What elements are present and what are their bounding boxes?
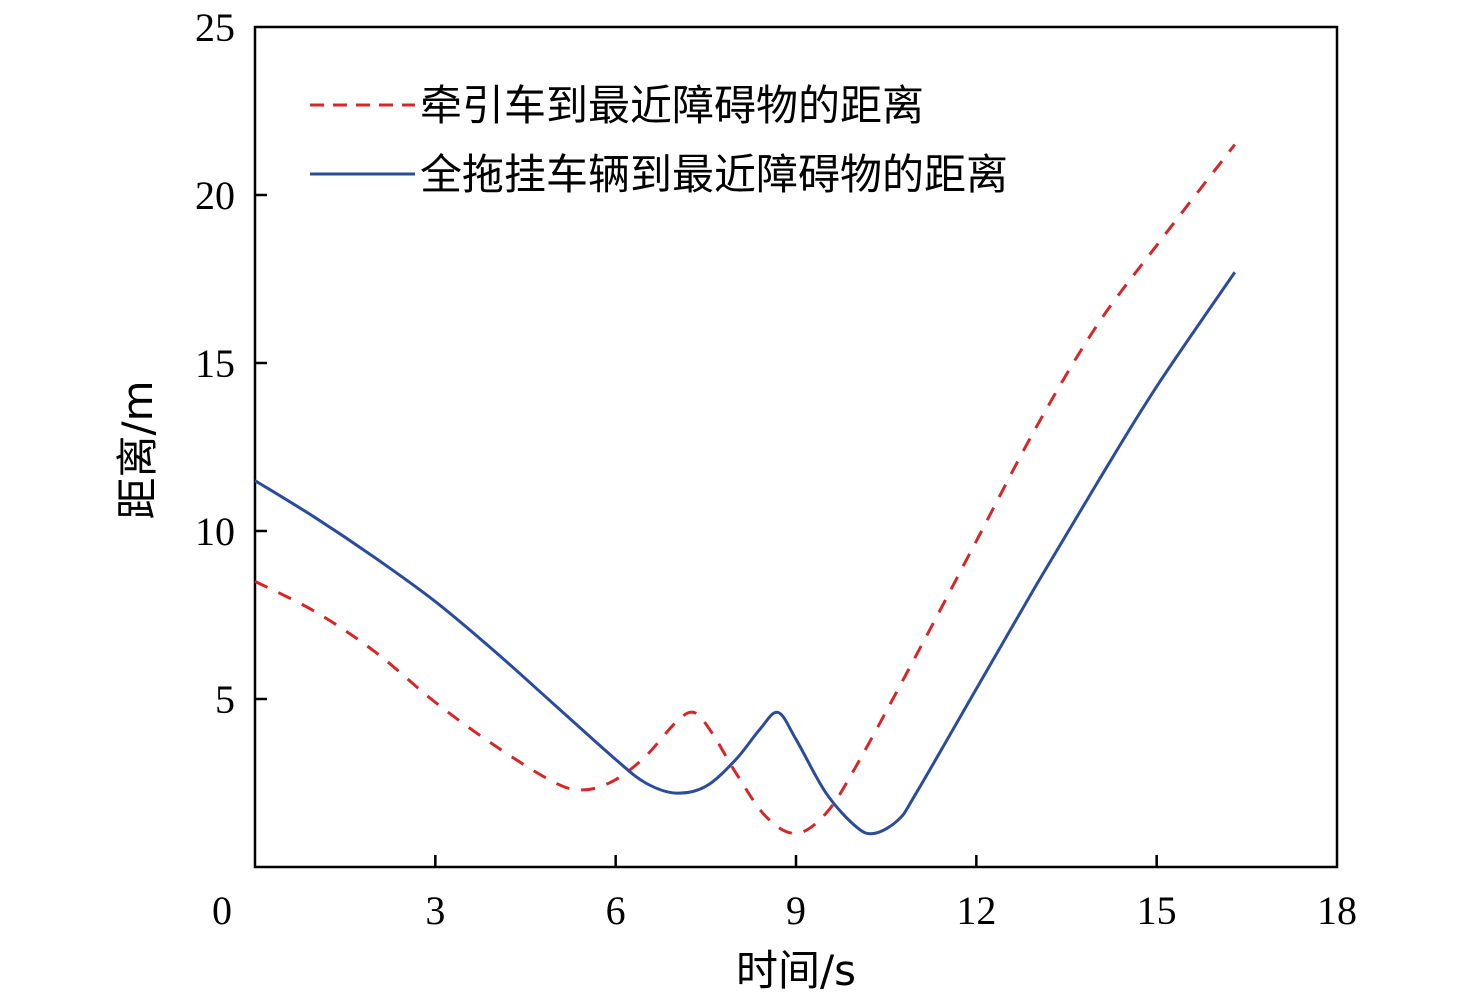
y-tick-label: 20 [195,173,235,218]
legend-label-full-trailer: 全拖挂车辆到最近障碍物的距离 [420,150,1008,199]
x-tick-label: 0 [212,888,232,933]
y-tick-label: 25 [195,5,235,50]
y-tick-label: 5 [215,677,235,722]
axis-tick-labels: 0 3 6 9 12 15 18 5 10 15 20 25 [195,5,1357,933]
x-tick-label: 18 [1317,888,1357,933]
series-line-full-trailer [254,271,1237,836]
y-axis-title: 距离/m [113,380,162,519]
x-tick-label: 15 [1137,888,1177,933]
legend-label-tractor: 牵引车到最近障碍物的距离 [420,81,924,130]
x-tick-label: 6 [606,888,626,933]
x-tick-label: 3 [425,888,445,933]
series-lines [254,143,1237,836]
series-line-tractor [254,143,1236,835]
axis-ticks [255,193,1158,867]
x-tick-label: 9 [786,888,806,933]
y-tick-label: 10 [195,509,235,554]
x-axis-title: 时间/s [736,946,856,995]
x-tick-label: 12 [956,888,996,933]
legend: 牵引车到最近障碍物的距离 全拖挂车辆到最近障碍物的距离 [310,81,1008,199]
y-tick-label: 15 [195,341,235,386]
